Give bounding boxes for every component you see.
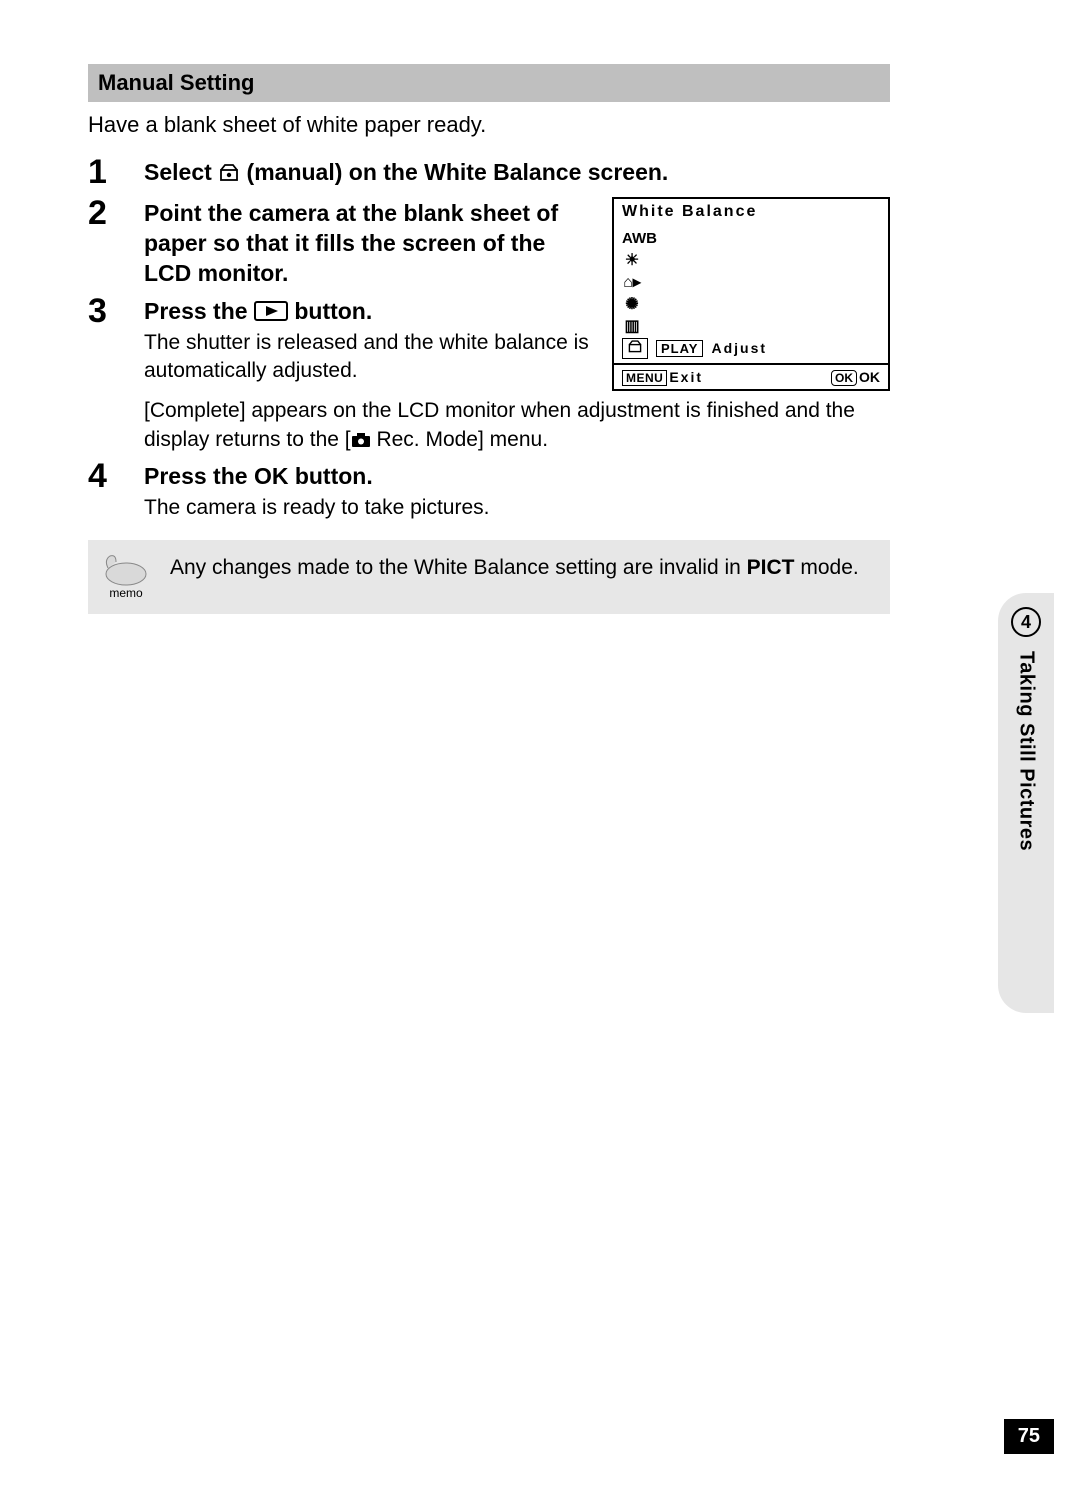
wb-footer: MENUExit OKOK bbox=[614, 363, 888, 389]
wb-option-awb: AWB bbox=[622, 227, 880, 249]
side-tab: 4 Taking Still Pictures bbox=[998, 593, 1054, 1013]
playback-button-icon bbox=[254, 301, 288, 321]
exit-label: Exit bbox=[669, 369, 703, 385]
step-title: Select (manual) on the White Balance scr… bbox=[144, 158, 890, 188]
step-title-post: button. bbox=[288, 298, 372, 324]
step-1: 1 Select (manual) on the White Balance s… bbox=[88, 154, 890, 191]
page-number: 75 bbox=[1004, 1419, 1054, 1454]
wb-options: AWB ☀ ⌂▸ ✺ ▥ PLAY Adjust bbox=[614, 227, 888, 363]
menu-exit: MENUExit bbox=[622, 369, 703, 385]
step-title: Point the camera at the blank sheet of p… bbox=[144, 199, 592, 289]
bulb-icon: ✺ bbox=[622, 294, 642, 314]
ok-badge: OK bbox=[831, 370, 857, 386]
step-number: 1 bbox=[88, 154, 144, 191]
step-number: 2 bbox=[88, 195, 144, 232]
fluorescent-icon: ▥ bbox=[622, 316, 642, 336]
memo-text: Any changes made to the White Balance se… bbox=[170, 554, 859, 582]
step-number: 4 bbox=[88, 458, 144, 495]
step-title: Press the OK button. bbox=[144, 462, 890, 492]
wb-option-tungsten: ✺ bbox=[622, 293, 880, 315]
adjust-label: Adjust bbox=[711, 340, 767, 356]
camera-icon bbox=[351, 432, 371, 448]
step-title-pre: Press the bbox=[144, 298, 254, 324]
play-badge: PLAY bbox=[656, 340, 703, 357]
step-3-continued: [Complete] appears on the LCD monitor wh… bbox=[88, 391, 890, 454]
step-4: 4 Press the OK button. The camera is rea… bbox=[88, 458, 890, 522]
wb-option-shade: ⌂▸ bbox=[622, 271, 880, 293]
section-header: Manual Setting bbox=[88, 64, 890, 102]
chapter-title: Taking Still Pictures bbox=[1015, 651, 1038, 851]
intro-text: Have a blank sheet of white paper ready. bbox=[88, 112, 890, 138]
step-title: Press the button. bbox=[144, 297, 592, 327]
manual-icon-selected bbox=[622, 338, 648, 359]
memo-text-pre: Any changes made to the White Balance se… bbox=[170, 556, 747, 579]
wb-option-daylight: ☀ bbox=[622, 249, 880, 271]
wb-option-fluorescent: ▥ bbox=[622, 315, 880, 337]
menu-badge: MENU bbox=[622, 370, 667, 386]
memo-label: memo bbox=[98, 586, 154, 600]
pict-mode-label: PICT bbox=[747, 556, 795, 579]
wb-awb-label: AWB bbox=[622, 230, 657, 247]
ok-ok: OKOK bbox=[831, 369, 880, 385]
page-content: Manual Setting Have a blank sheet of whi… bbox=[0, 0, 940, 614]
step-3: 3 Press the button. The shutter is relea… bbox=[88, 293, 592, 386]
sun-icon: ☀ bbox=[622, 250, 642, 270]
memo-text-post: mode. bbox=[795, 556, 859, 579]
memo-callout: memo Any changes made to the White Balan… bbox=[88, 540, 890, 614]
manual-wb-icon bbox=[218, 162, 240, 182]
step-2: 2 Point the camera at the blank sheet of… bbox=[88, 195, 592, 289]
steps-list: 1 Select (manual) on the White Balance s… bbox=[88, 154, 890, 522]
memo-icon: memo bbox=[98, 554, 154, 600]
white-balance-screen: White Balance AWB ☀ ⌂▸ ✺ ▥ PLAY Adjust bbox=[612, 197, 890, 391]
step-desc-partial: The shutter is released and the white ba… bbox=[144, 329, 592, 386]
step-desc: [Complete] appears on the LCD monitor wh… bbox=[144, 397, 890, 454]
step-desc: The camera is ready to take pictures. bbox=[144, 494, 890, 522]
chapter-number: 4 bbox=[1011, 607, 1041, 637]
step-number: 3 bbox=[88, 293, 144, 330]
wb-option-manual: PLAY Adjust bbox=[622, 337, 880, 359]
step-title-post: (manual) on the White Balance screen. bbox=[240, 159, 668, 185]
step-title-pre: Select bbox=[144, 159, 218, 185]
ok-label: OK bbox=[859, 369, 880, 385]
shade-icon: ⌂▸ bbox=[622, 272, 642, 292]
wb-screen-title: White Balance bbox=[614, 199, 888, 227]
